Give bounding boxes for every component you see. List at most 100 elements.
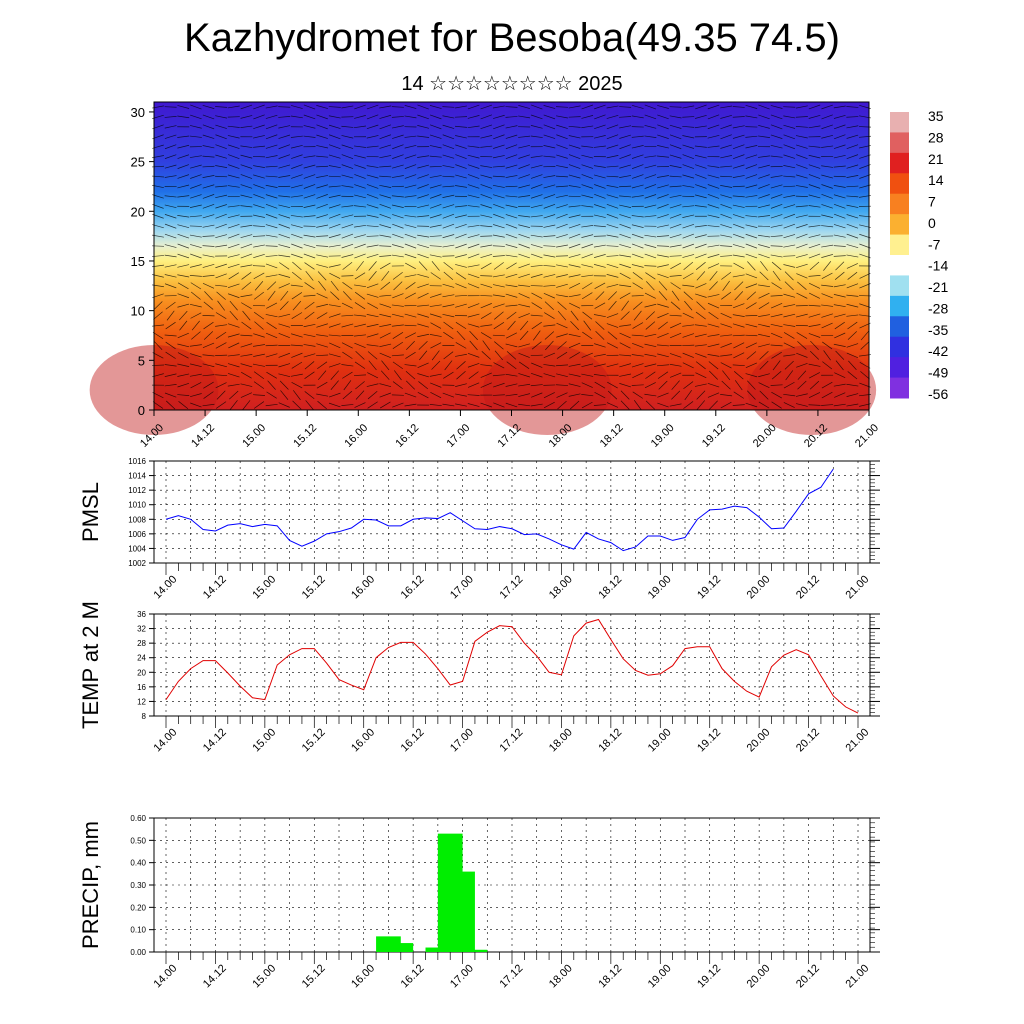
wind-barb	[543, 203, 556, 209]
wind-barb	[543, 105, 556, 109]
wind-barb	[644, 135, 657, 138]
wind-barb	[745, 195, 758, 198]
wind-barb	[694, 234, 707, 238]
wind-barb	[417, 125, 430, 129]
wind-barb	[593, 165, 606, 168]
wind-barb	[833, 175, 846, 178]
colorbar-swatch	[890, 132, 909, 154]
wind-barb	[556, 134, 568, 140]
wind-barb	[227, 354, 240, 357]
x-tick-label: 14.00	[151, 726, 179, 754]
wind-barb	[164, 392, 177, 398]
wind-barb	[316, 264, 329, 268]
x-tick-label: 17.00	[448, 573, 476, 601]
wind-barb	[783, 255, 796, 257]
wind-barb	[456, 371, 466, 380]
colorbar-swatch	[890, 255, 909, 276]
wind-barb	[253, 311, 265, 320]
wind-barb	[707, 343, 720, 348]
wind-barb	[164, 175, 177, 178]
wind-barb	[304, 371, 315, 379]
wind-barb	[392, 402, 404, 408]
wind-barb	[493, 362, 505, 369]
wind-barb	[240, 224, 253, 228]
wind-barb	[379, 352, 391, 358]
wind-barb	[304, 391, 315, 400]
x-tick-label: 21.00	[843, 962, 871, 990]
wind-barb	[543, 373, 556, 378]
wind-barb	[480, 214, 493, 218]
wind-barb	[606, 313, 619, 319]
wind-barb	[379, 255, 392, 257]
wind-barb	[189, 164, 202, 169]
wind-barb	[593, 145, 606, 148]
wind-barb	[821, 134, 834, 139]
wind-barb	[215, 204, 227, 209]
wind-barb	[454, 125, 468, 128]
wind-barb	[720, 144, 732, 149]
wind-barb	[442, 144, 455, 150]
wind-barb	[518, 293, 530, 299]
wind-barb	[190, 253, 202, 259]
wind-barb	[656, 155, 670, 158]
wind-barb	[292, 261, 302, 271]
wind-barb	[417, 283, 429, 288]
wind-barb	[153, 311, 163, 320]
wind-barb	[518, 403, 531, 407]
wind-barb	[631, 164, 644, 169]
wind-barb	[202, 403, 215, 407]
wind-barb	[267, 380, 276, 390]
wind-barb	[593, 374, 606, 377]
wind-barb	[442, 165, 455, 169]
wind-barb	[518, 115, 531, 119]
wind-barb	[316, 254, 329, 258]
wind-barb	[190, 353, 202, 358]
x-tick-label: 20.12	[794, 573, 822, 601]
wind-barb	[189, 204, 202, 208]
wind-barb	[707, 145, 720, 148]
wind-barb	[682, 116, 695, 118]
wind-barb	[846, 314, 859, 317]
wind-barb	[707, 194, 720, 199]
wind-barb	[771, 401, 782, 409]
wind-barb	[455, 393, 467, 397]
wind-barb	[518, 164, 530, 169]
wind-barb	[606, 283, 619, 288]
wind-barb	[733, 303, 745, 309]
wind-barb	[417, 373, 429, 378]
wind-barb	[265, 255, 278, 257]
wind-barb	[316, 354, 329, 357]
wind-barb	[581, 174, 594, 179]
wind-barb	[266, 391, 277, 399]
wind-barb	[632, 342, 644, 348]
wind-barb	[783, 342, 795, 349]
wind-barb	[177, 215, 190, 218]
wind-barb	[455, 322, 467, 330]
wind-barb	[594, 204, 606, 209]
wind-barb	[227, 383, 240, 387]
wind-barb	[418, 381, 429, 390]
wind-barb	[732, 314, 745, 317]
wind-barb	[379, 155, 392, 159]
wind-barb	[252, 145, 266, 148]
wind-barb	[518, 145, 531, 149]
wind-barb	[695, 311, 706, 320]
wind-barb	[543, 134, 556, 139]
wind-barb	[354, 253, 366, 259]
wind-barb	[278, 332, 290, 339]
wind-barb	[568, 243, 581, 249]
wind-barb	[443, 351, 454, 360]
wind-barb	[227, 164, 240, 169]
y-tick-label: 1002	[128, 559, 146, 568]
wind-barb	[632, 301, 643, 310]
wind-barb	[455, 174, 467, 179]
wind-barb	[770, 313, 783, 318]
wind-barb	[316, 105, 328, 109]
wind-barb	[429, 155, 442, 158]
wind-barb	[783, 264, 796, 268]
wind-barb	[292, 390, 301, 401]
wind-barb	[808, 333, 821, 338]
wind-barb	[518, 263, 530, 269]
wind-barb	[391, 354, 404, 357]
wind-barb	[846, 352, 859, 359]
